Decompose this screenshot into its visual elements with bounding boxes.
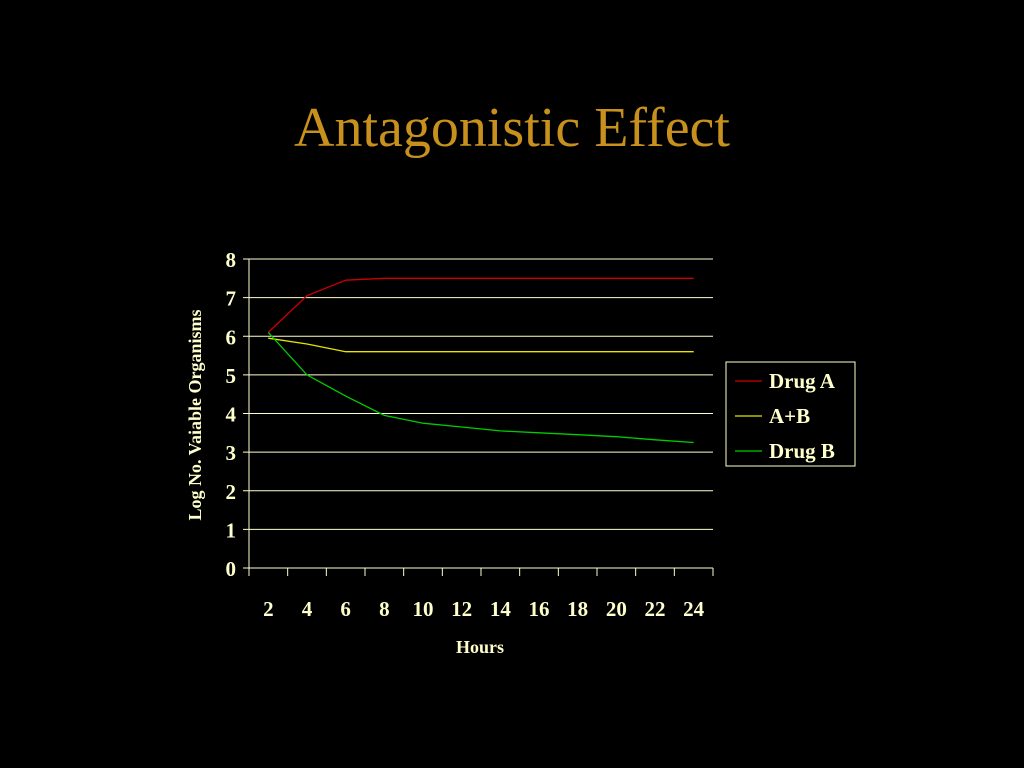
x-tick-label: 2 bbox=[263, 597, 274, 621]
chart-legend: Drug A A+B Drug B bbox=[725, 361, 856, 467]
x-tick-label: 10 bbox=[413, 597, 434, 621]
x-tick-label: 24 bbox=[683, 597, 705, 621]
x-tick-label: 6 bbox=[340, 597, 351, 621]
slide-title: Antagonistic Effect bbox=[294, 97, 730, 159]
chart-gridlines bbox=[249, 258, 713, 530]
x-tick-label: 18 bbox=[567, 597, 588, 621]
legend-label: A+B bbox=[769, 404, 810, 428]
y-tick-labels: 0 1 2 3 4 5 6 7 8 bbox=[226, 248, 237, 581]
series-line-a-b bbox=[268, 337, 694, 353]
y-tick-label: 0 bbox=[226, 557, 237, 581]
y-tick-label: 4 bbox=[226, 403, 237, 427]
x-tick-label: 12 bbox=[451, 597, 472, 621]
x-tick-labels: 2 4 6 8 10 12 14 16 18 20 22 24 bbox=[263, 597, 705, 621]
series-line-drug-b bbox=[267, 331, 694, 444]
x-tick-label: 14 bbox=[490, 597, 512, 621]
x-tick-label: 16 bbox=[529, 597, 550, 621]
y-tick-label: 3 bbox=[226, 441, 237, 465]
y-tick-label: 8 bbox=[226, 248, 237, 272]
x-tick-label: 4 bbox=[302, 597, 313, 621]
legend-label: Drug A bbox=[769, 369, 836, 393]
x-tick-label: 20 bbox=[606, 597, 627, 621]
y-tick-label: 7 bbox=[226, 287, 237, 311]
legend-box bbox=[725, 361, 856, 467]
y-tick-label: 2 bbox=[226, 480, 237, 504]
y-tick-label: 1 bbox=[226, 518, 237, 542]
x-tick-label: 8 bbox=[379, 597, 390, 621]
y-tick-label: 5 bbox=[226, 364, 237, 388]
chart-axes bbox=[243, 258, 714, 576]
x-axis-label: Hours bbox=[456, 637, 504, 657]
y-axis-label: Log No. Vaiable Organisms bbox=[185, 309, 205, 520]
series-line-drug-a bbox=[267, 277, 694, 333]
x-tick-label: 22 bbox=[645, 597, 666, 621]
legend-label: Drug B bbox=[769, 439, 835, 463]
chart-series bbox=[267, 277, 694, 444]
y-tick-label: 6 bbox=[226, 325, 237, 349]
